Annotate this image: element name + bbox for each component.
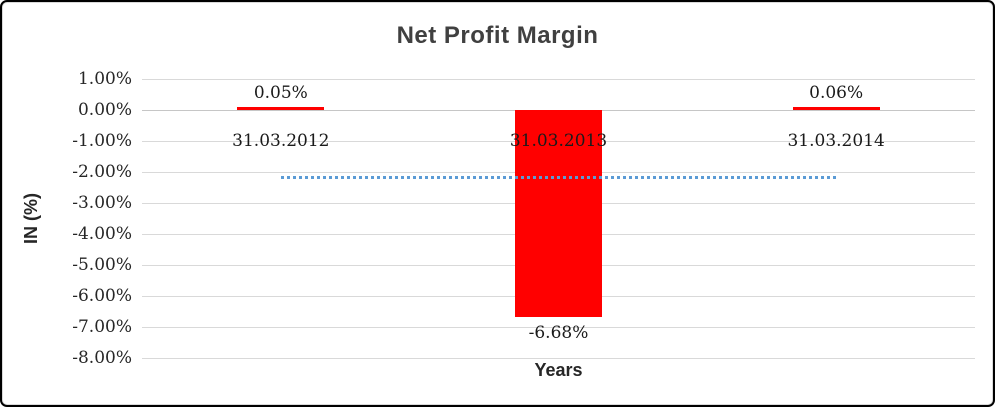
y-axis-tick-label: -6.00% bbox=[72, 286, 132, 306]
category-label: 31.03.2014 bbox=[787, 131, 885, 151]
x-axis-title: Years bbox=[534, 360, 583, 380]
chart-title: Net Profit Margin bbox=[396, 22, 599, 49]
bar-31.03.2014 bbox=[792, 107, 880, 110]
y-axis-tick-label: -5.00% bbox=[72, 255, 132, 275]
category-label: 31.03.2012 bbox=[232, 131, 330, 151]
bar-31.03.2012 bbox=[237, 107, 325, 110]
trendline bbox=[280, 176, 837, 180]
gridline bbox=[142, 326, 975, 328]
gridline bbox=[142, 78, 975, 80]
y-axis-tick-label: -7.00% bbox=[72, 317, 132, 337]
category-label: 31.03.2013 bbox=[509, 131, 608, 151]
y-axis-tick-label: 1.00% bbox=[77, 69, 132, 89]
y-axis-tick-label: -8.00% bbox=[72, 348, 132, 368]
bar-31.03.2013 bbox=[515, 110, 602, 318]
data-label: -6.68% bbox=[528, 323, 589, 344]
y-axis-tick-label: -4.00% bbox=[72, 224, 132, 244]
data-label: 0.05% bbox=[253, 83, 308, 104]
plot-area: 31.03.2012 31.03.2013 31.03.2014 0.05% -6.68… bbox=[142, 78, 975, 359]
y-axis-tick-label: -3.00% bbox=[72, 193, 132, 213]
y-axis-tick-label: 0.00% bbox=[77, 100, 132, 120]
y-axis-tick-label: -2.00% bbox=[72, 162, 132, 182]
y-axis-tick-label: -1.00% bbox=[72, 131, 132, 151]
gridline bbox=[142, 357, 975, 359]
data-label: 0.06% bbox=[809, 83, 864, 104]
